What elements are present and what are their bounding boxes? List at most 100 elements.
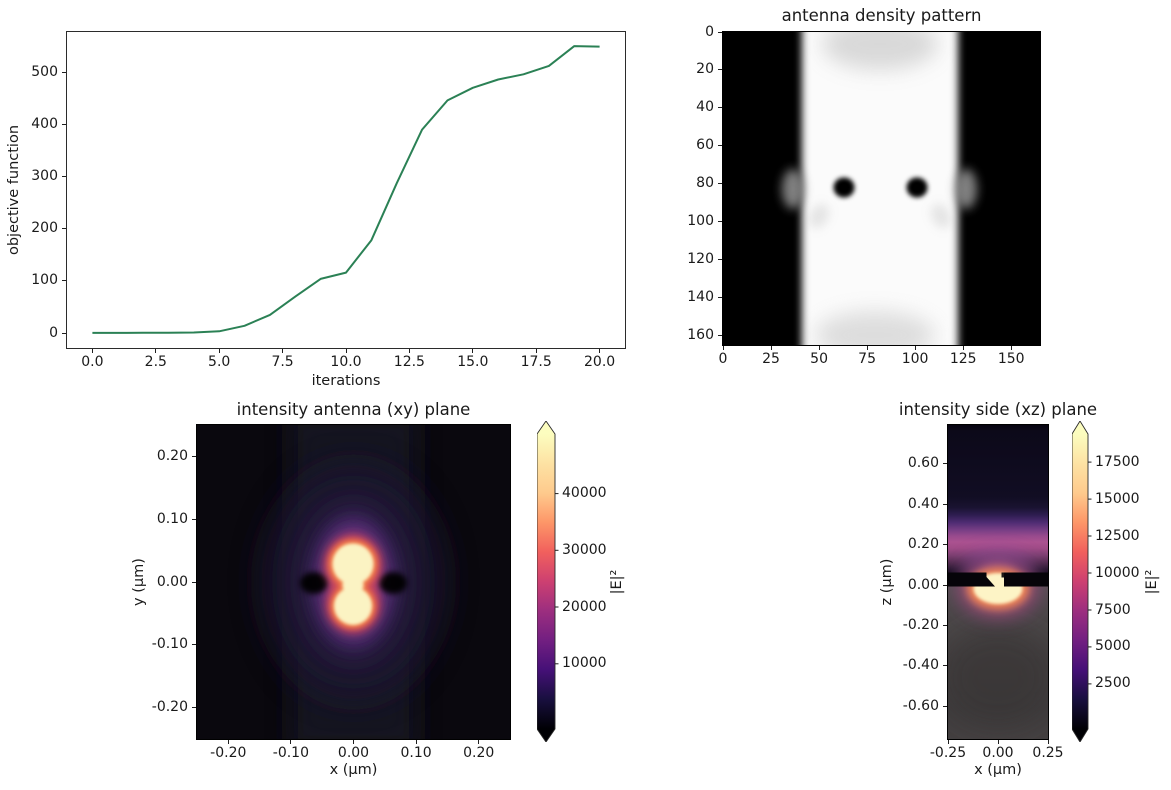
density-heatmap-image xyxy=(723,32,1040,345)
xz-colorbar-ticks xyxy=(1088,461,1092,685)
x-tick-mark xyxy=(408,349,410,353)
xy-xlabel: x (µm) xyxy=(329,762,378,778)
y-tick-mark xyxy=(62,280,66,282)
colorbar-tick-label: 20000 xyxy=(562,598,607,615)
y-tick-mark xyxy=(943,463,947,465)
x-tick-label: 0.00 xyxy=(337,745,370,761)
y-tick-mark xyxy=(62,332,66,334)
density-side-bump-right xyxy=(955,169,977,209)
y-tick-label: -0.60 xyxy=(902,697,939,714)
density-wisp-right xyxy=(930,203,952,229)
xz-xlabel: x (µm) xyxy=(974,762,1022,778)
xz-metal-film xyxy=(948,572,1048,587)
y-tick-label: 0 xyxy=(705,23,714,40)
x-tick-label: 2.5 xyxy=(144,354,167,370)
x-tick-mark xyxy=(282,349,284,353)
x-tick-mark xyxy=(1010,346,1012,350)
xz-colorbar-label: |E|² xyxy=(1144,569,1160,595)
y-tick-mark xyxy=(943,665,947,667)
x-tick-mark xyxy=(599,349,601,353)
x-tick-mark xyxy=(947,740,949,744)
xz-substrate-dark-blob xyxy=(948,627,1048,727)
y-tick-mark xyxy=(943,624,947,626)
x-tick-label: 10.0 xyxy=(330,354,362,370)
x-tick-label: -0.20 xyxy=(210,745,247,761)
y-tick-label: 0.20 xyxy=(156,447,188,464)
x-tick-mark xyxy=(535,349,537,353)
x-tick-mark xyxy=(770,346,772,350)
y-tick-label: 100 xyxy=(31,272,58,289)
density-hole-left xyxy=(833,177,855,198)
y-tick-label: 120 xyxy=(687,251,714,268)
x-tick-label: 0.10 xyxy=(400,745,432,761)
xz-title: intensity side (xz) plane xyxy=(898,400,1098,419)
x-tick-mark xyxy=(962,346,964,350)
x-tick-label: 25 xyxy=(762,351,780,367)
y-tick-mark xyxy=(718,335,722,336)
y-tick-mark xyxy=(718,107,722,109)
density-white-bar xyxy=(802,32,958,345)
x-tick-label: 0.0 xyxy=(81,354,104,370)
x-tick-mark xyxy=(818,346,820,350)
x-tick-mark xyxy=(353,740,354,744)
y-tick-mark xyxy=(718,69,722,71)
y-tick-label: 140 xyxy=(687,289,714,306)
colorbar-tick-label: 12500 xyxy=(1095,527,1140,544)
colorbar-tick-label: 30000 xyxy=(562,541,607,558)
x-tick-label: 0.20 xyxy=(463,745,495,761)
colorbar-tick-label: 10000 xyxy=(562,655,607,672)
y-tick-label: 0 xyxy=(49,324,58,341)
density-dim-top xyxy=(822,32,938,70)
x-tick-label: 15.0 xyxy=(457,354,489,370)
x-tick-mark xyxy=(227,740,229,744)
objective-line-chart xyxy=(92,45,600,334)
y-tick-mark xyxy=(718,221,722,223)
density-hole-right xyxy=(906,177,928,198)
colorbar-tick-label: 40000 xyxy=(562,485,607,502)
x-tick-label: 0.00 xyxy=(982,745,1014,761)
density-side-bump-left xyxy=(782,169,804,209)
y-tick-label: -0.20 xyxy=(902,616,939,633)
xy-dark-spot-left xyxy=(300,572,328,594)
y-tick-label: 200 xyxy=(31,220,58,237)
y-tick-mark xyxy=(943,584,947,586)
y-tick-mark xyxy=(192,518,196,520)
y-tick-mark xyxy=(192,707,196,709)
x-tick-mark xyxy=(155,349,157,353)
y-tick-label: 40 xyxy=(696,99,714,116)
x-tick-mark xyxy=(1047,740,1049,744)
y-tick-label: 160 xyxy=(687,327,714,343)
x-tick-label: 7.5 xyxy=(271,354,294,370)
y-tick-mark xyxy=(62,123,66,125)
y-tick-label: 400 xyxy=(31,115,58,132)
y-tick-mark xyxy=(943,705,947,707)
x-tick-label: 75 xyxy=(858,351,876,367)
y-tick-label: 100 xyxy=(687,213,714,230)
x-tick-mark xyxy=(997,740,999,744)
x-tick-label: 100 xyxy=(901,351,929,367)
x-tick-mark xyxy=(472,349,474,353)
x-tick-mark xyxy=(914,346,916,350)
colorbar-tick-label: 17500 xyxy=(1095,453,1140,470)
y-tick-mark xyxy=(192,581,196,583)
xz-colorbar-bar xyxy=(1072,421,1089,742)
y-tick-label: 0.60 xyxy=(907,455,939,472)
x-tick-label: 12.5 xyxy=(393,354,425,370)
x-tick-label: 5.0 xyxy=(208,354,231,370)
y-tick-label: 0.00 xyxy=(907,576,939,593)
x-tick-mark xyxy=(722,346,724,350)
y-tick-mark xyxy=(718,183,722,185)
y-tick-mark xyxy=(718,145,722,147)
xy-colorbar-ticks xyxy=(555,493,559,665)
y-tick-mark xyxy=(943,544,947,546)
objective-plot-area xyxy=(66,31,626,349)
density-wisp-left xyxy=(808,203,830,229)
x-tick-mark xyxy=(91,349,93,353)
y-tick-mark xyxy=(192,455,196,457)
colorbar-tick-label: 15000 xyxy=(1095,490,1140,507)
y-tick-label: -0.20 xyxy=(151,699,188,716)
y-tick-label: -0.10 xyxy=(151,636,188,653)
xy-colorbar-label: |E|² xyxy=(609,569,625,595)
y-tick-label: -0.40 xyxy=(902,657,939,674)
x-tick-mark xyxy=(866,346,868,350)
